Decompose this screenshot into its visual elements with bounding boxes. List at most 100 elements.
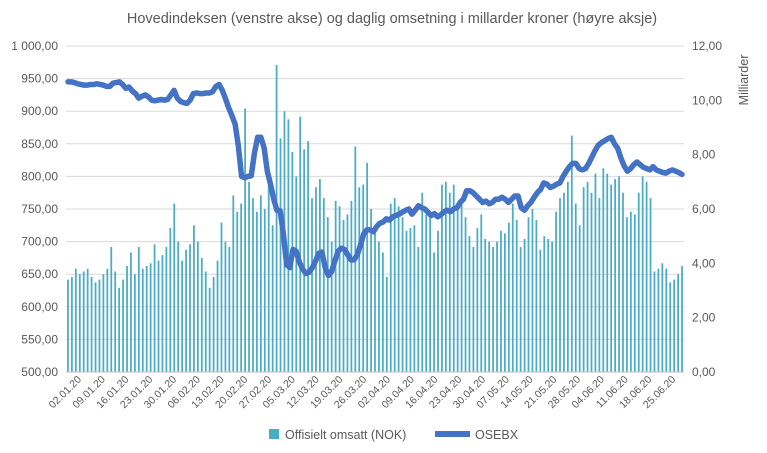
bar [393, 198, 396, 372]
left-y-tick-label: 650,00 [21, 267, 58, 281]
bar [181, 260, 184, 372]
bar [326, 217, 329, 372]
bar [244, 108, 246, 372]
bar [169, 228, 172, 372]
bar [224, 241, 227, 372]
bar [602, 168, 605, 372]
bar [157, 260, 160, 372]
bar [441, 184, 443, 372]
bar [196, 241, 199, 372]
bar [582, 187, 585, 372]
bar [362, 184, 365, 372]
bar [555, 211, 557, 372]
bar [444, 181, 447, 372]
bar [78, 274, 81, 372]
bar [531, 209, 534, 372]
bar [673, 279, 676, 372]
bar [460, 198, 463, 372]
bar [236, 211, 239, 372]
bar [633, 214, 636, 372]
bar [319, 179, 321, 372]
bar [547, 238, 550, 372]
bar [511, 203, 514, 372]
osebx-line [65, 79, 685, 279]
bar [551, 241, 554, 372]
bar [681, 266, 683, 372]
bar [145, 266, 148, 372]
left-y-tick-label: 700,00 [21, 235, 58, 249]
bar [539, 249, 542, 372]
bar [480, 214, 483, 372]
right-y-tick-label: 6,00 [692, 202, 716, 216]
bar [307, 141, 309, 372]
x-axis: 02.01.2009.01.2016.01.2023.01.2030.01.20… [47, 371, 684, 411]
bar [570, 135, 573, 372]
bar [130, 252, 132, 372]
bar [279, 138, 282, 372]
bar [204, 271, 207, 372]
bar [397, 206, 400, 372]
bar [381, 252, 384, 372]
bar [208, 287, 211, 372]
bar [543, 236, 546, 372]
bar [519, 247, 522, 372]
bar [669, 282, 672, 372]
bar [118, 287, 121, 372]
right-y-tick-label: 2,00 [692, 311, 716, 325]
bar [259, 195, 262, 372]
bar [527, 217, 530, 372]
bar [578, 225, 581, 372]
right-y-axis: 0,00 2,00 4,00 6,00 8,00 10,00 12,00 [692, 39, 722, 379]
bar [429, 211, 431, 372]
bar [405, 230, 408, 372]
bar [141, 268, 144, 372]
bar [657, 268, 660, 372]
bar [173, 203, 176, 372]
bar [496, 241, 498, 372]
bar [315, 187, 317, 372]
bar [622, 192, 624, 372]
bar [90, 276, 93, 372]
bar [488, 241, 491, 372]
bar [338, 206, 341, 372]
bar [409, 228, 412, 372]
bar [67, 279, 69, 372]
legend-swatch-turnover [269, 429, 279, 439]
bar [645, 181, 648, 372]
bar-series-turnover [67, 65, 683, 373]
bar [378, 241, 380, 372]
bar [437, 230, 439, 372]
bar [476, 228, 479, 372]
left-y-tick-label: 850,00 [21, 137, 58, 151]
bar [94, 282, 97, 372]
bar [161, 255, 164, 372]
bar [641, 176, 644, 372]
left-y-tick-label: 500,00 [21, 365, 58, 379]
bar [421, 192, 424, 372]
right-y-tick-label: 12,00 [692, 39, 722, 53]
bar [342, 219, 345, 372]
bar [425, 214, 428, 372]
legend-label-osebx: OSEBX [475, 428, 519, 442]
bar [598, 198, 601, 372]
bar [303, 149, 306, 372]
bar [271, 225, 274, 372]
bar [653, 271, 656, 372]
bar [472, 247, 475, 372]
bar [334, 200, 337, 372]
bar [248, 181, 250, 372]
bar [665, 268, 668, 372]
bar [590, 192, 593, 372]
bar [606, 173, 609, 372]
bar [350, 200, 353, 372]
right-axis-label: Milliarder [737, 55, 751, 106]
bar [185, 249, 187, 372]
left-y-tick-label: 1 000,00 [11, 39, 58, 53]
bar [74, 268, 77, 372]
bar [448, 192, 451, 372]
bar [370, 209, 372, 372]
bar [267, 176, 270, 372]
bar [287, 119, 290, 372]
bar [417, 247, 420, 372]
